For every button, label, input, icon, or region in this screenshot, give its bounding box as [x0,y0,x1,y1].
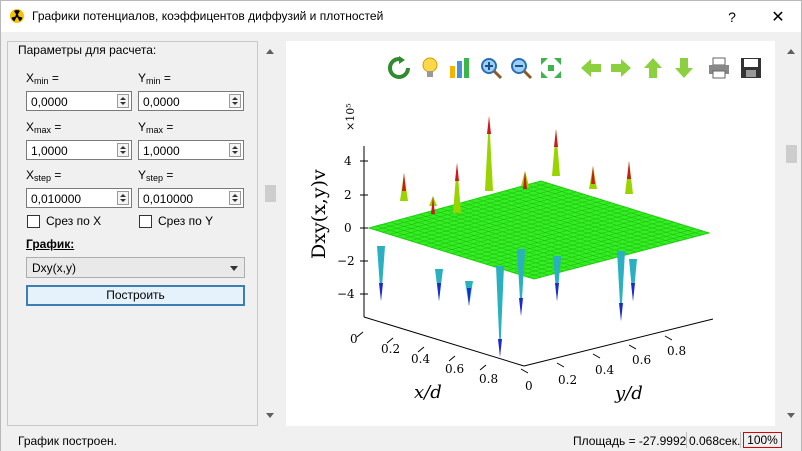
spin-arrows[interactable] [229,143,241,157]
zoom-out-icon[interactable] [509,56,533,80]
left-scrollbar[interactable] [262,41,279,426]
spin-arrows[interactable] [117,191,129,205]
x-tick: 0.4 [411,352,431,366]
z-tick: 0 [344,221,352,235]
y-step-spinbox[interactable]: 0,010000 [138,188,244,208]
arrow-down-icon[interactable] [672,56,696,80]
y-min-spinbox[interactable]: 0,0000 [138,91,244,111]
y-step-value: 0,010000 [143,192,194,206]
slice-x-checkbox[interactable] [27,215,40,228]
close-button[interactable]: ✕ [771,8,785,26]
status-bar [1,430,801,451]
plot-spikes [377,116,637,357]
y-max-spinbox[interactable]: 1,0000 [138,140,244,160]
z-exponent-label: ×10⁵ [344,103,357,131]
x-tick: 0.2 [381,342,401,356]
x-tick: 0 [350,332,358,346]
title-bar: Графики потенциалов, коэффицентов диффуз… [1,1,801,32]
status-area: Площадь = -27.9992 [573,434,687,448]
y-axis-title: y/d [615,383,643,404]
help-button[interactable]: ? [728,8,736,25]
graph-select[interactable]: Dxy(x,y) [26,257,245,278]
x-step-spinbox[interactable]: 0,010000 [26,188,132,208]
scroll-thumb[interactable] [786,145,797,163]
scroll-up-icon[interactable] [266,49,274,54]
bulb-icon[interactable] [418,56,442,80]
y-step-label: Ystep = [138,168,174,183]
bar-chart-icon[interactable] [448,56,472,80]
scroll-thumb[interactable] [265,185,276,202]
z-tick: −2 [337,254,355,268]
z-axis-title: Dxy(x,y)v [308,169,330,259]
z-tick: 4 [344,154,352,168]
spin-arrows[interactable] [117,143,129,157]
slice-y-checkbox[interactable] [139,215,152,228]
x-max-spinbox[interactable]: 1,0000 [26,140,132,160]
scroll-down-icon[interactable] [266,413,274,418]
y-tick: 0.4 [595,363,615,377]
x-max-value: 1,0000 [31,144,68,158]
y-max-label: Ymax = [138,120,174,135]
x-min-value: 0,0000 [31,95,68,109]
z-tick: 2 [344,188,352,202]
slice-x-label: Срез по X [46,214,102,228]
arrow-up-icon[interactable] [641,56,665,80]
status-divider [686,432,687,448]
arrow-left-icon[interactable] [579,56,603,80]
x-step-value: 0,010000 [31,192,82,206]
slice-y-label: Срез по Y [158,214,214,228]
scroll-down-icon[interactable] [787,413,795,418]
z-axis [360,146,368,317]
spin-arrows[interactable] [229,94,241,108]
radiation-icon [10,9,24,23]
right-scrollbar[interactable] [783,41,800,426]
x-axis-title: x/d [414,382,442,403]
z-tick: −4 [337,287,355,301]
status-message: График построен. [18,434,117,448]
graph-label: График: [26,237,75,251]
x-tick: 0.8 [479,372,499,386]
window-title: Графики потенциалов, коэффицентов диффуз… [32,9,384,23]
zoom-badge: 100% [743,432,782,448]
x-step-label: Xstep = [26,168,62,183]
arrow-right-icon[interactable] [609,56,633,80]
spin-arrows[interactable] [229,191,241,205]
zoom-in-icon[interactable] [479,56,503,80]
print-icon[interactable] [707,56,731,80]
x-max-label: Xmax = [26,120,62,135]
refresh-icon[interactable] [387,56,411,80]
scroll-up-icon[interactable] [787,49,795,54]
y-tick: 0 [525,379,533,393]
fit-icon[interactable] [539,56,563,80]
plot-surface [367,180,711,280]
status-divider [740,432,741,448]
y-max-value: 1,0000 [143,144,180,158]
graph-select-value: Dxy(x,y) [32,261,76,275]
x-min-label: Xmin = [26,71,59,86]
y-min-label: Ymin = [138,71,171,86]
y-min-value: 0,0000 [143,95,180,109]
y-axis [520,318,714,374]
x-axis [356,316,525,371]
params-legend: Параметры для расчета: [16,43,159,57]
y-tick: 0.6 [632,353,652,367]
chevron-down-icon [230,266,238,271]
x-tick: 0.6 [445,362,465,376]
build-button[interactable]: Построить [26,285,245,306]
y-tick: 0.8 [667,344,687,358]
spin-arrows[interactable] [117,94,129,108]
save-icon[interactable] [739,56,763,80]
x-min-spinbox[interactable]: 0,0000 [26,91,132,111]
y-tick: 0.2 [558,373,578,387]
status-time: 0.068сек. [689,434,741,448]
surface-plot[interactable] [286,41,775,426]
